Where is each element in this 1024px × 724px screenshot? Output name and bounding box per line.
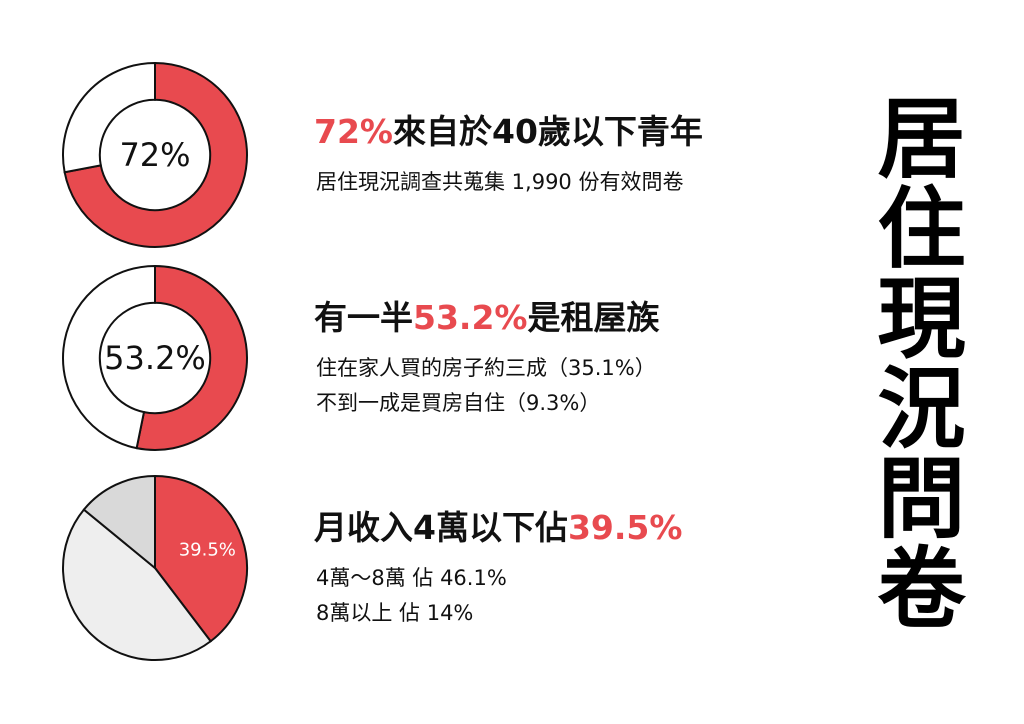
note: 4萬～8萬 佔 46.1% bbox=[316, 566, 507, 590]
pie-slice bbox=[62, 508, 213, 661]
pie-slice bbox=[82, 474, 156, 571]
headline-part: 72% bbox=[314, 112, 393, 151]
headline-part: 來自於40歲以下青年 bbox=[393, 112, 703, 151]
headline: 72%來自於40歲以下青年 bbox=[314, 112, 703, 151]
page-title: 居住現況問卷 bbox=[863, 92, 966, 632]
note: 8萬以上 佔 14% bbox=[316, 601, 473, 625]
headline-part: 39.5% bbox=[568, 508, 683, 547]
note: 居住現況調查共蒐集 1,990 份有效問卷 bbox=[316, 170, 683, 194]
headline: 有一半53.2%是租屋族 bbox=[314, 298, 660, 337]
donut-segment bbox=[62, 61, 156, 174]
note: 不到一成是買房自住（9.3%） bbox=[316, 391, 600, 415]
headline-part: 53.2% bbox=[413, 298, 528, 337]
note: 住在家人買的房子約三成（35.1%） bbox=[316, 356, 656, 380]
center-label: 72% bbox=[119, 136, 190, 174]
donut-segment bbox=[62, 264, 156, 450]
headline-part: 有一半 bbox=[314, 298, 413, 337]
center-label: 53.2% bbox=[104, 339, 206, 377]
headline: 月收入4萬以下佔39.5% bbox=[314, 508, 682, 547]
headline-part: 月收入4萬以下佔 bbox=[314, 508, 568, 547]
pie-slice bbox=[154, 474, 248, 643]
headline-part: 是租屋族 bbox=[528, 298, 660, 337]
donut-segment bbox=[63, 61, 248, 248]
donut-segment bbox=[135, 264, 248, 451]
slice-label: 39.5% bbox=[179, 539, 236, 560]
